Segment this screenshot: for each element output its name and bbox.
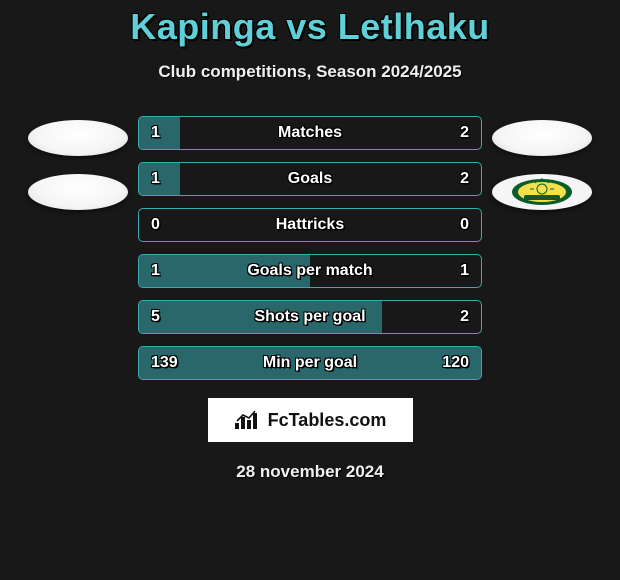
date-text: 28 november 2024 [236,462,383,482]
stat-label: Matches [139,117,481,149]
stat-row: 52Shots per goal [138,300,482,334]
stat-row: 139120Min per goal [138,346,482,380]
club-badge-right-2-sundowns [492,174,592,210]
stat-value-left: 1 [151,163,160,195]
page-title: Kapinga vs Letlhaku [130,6,490,48]
stat-value-right: 2 [460,163,469,195]
stat-value-right: 1 [460,255,469,287]
bar-fill-right [139,347,481,379]
left-badges [18,116,138,210]
stat-value-left: 0 [151,209,160,241]
bar-chart-icon [234,409,262,431]
club-badge-left-1 [28,120,128,156]
stat-value-right: 120 [442,347,469,379]
stat-row: 0 0Hattricks [138,208,482,242]
stats-area: 12Matches12Goals00Hattricks11Goals per m… [0,116,620,380]
club-badge-left-2 [28,174,128,210]
stat-row: 1 2Goals [138,162,482,196]
stat-value-right: 0 [460,209,469,241]
club-badge-right-1 [492,120,592,156]
stat-value-left: 5 [151,301,160,333]
page-subtitle: Club competitions, Season 2024/2025 [158,62,461,82]
stat-value-right: 2 [460,301,469,333]
stat-label: Goals [139,163,481,195]
brand-text: FcTables.com [268,410,387,431]
brand-logo[interactable]: FcTables.com [208,398,413,442]
stat-value-left: 1 [151,117,160,149]
bar-fill-left [139,301,382,333]
comparison-card: Kapinga vs Letlhaku Club competitions, S… [0,0,620,580]
stat-value-right: 2 [460,117,469,149]
stat-row: 11Goals per match [138,254,482,288]
right-badges [482,116,602,210]
stat-bars: 12Matches12Goals00Hattricks11Goals per m… [138,116,482,380]
bar-fill-left [139,255,310,287]
stat-label: Hattricks [139,209,481,241]
stat-value-left: 1 [151,255,160,287]
stat-value-left: 139 [151,347,178,379]
stat-row: 1 2Matches [138,116,482,150]
sundowns-crest-icon [510,177,574,207]
